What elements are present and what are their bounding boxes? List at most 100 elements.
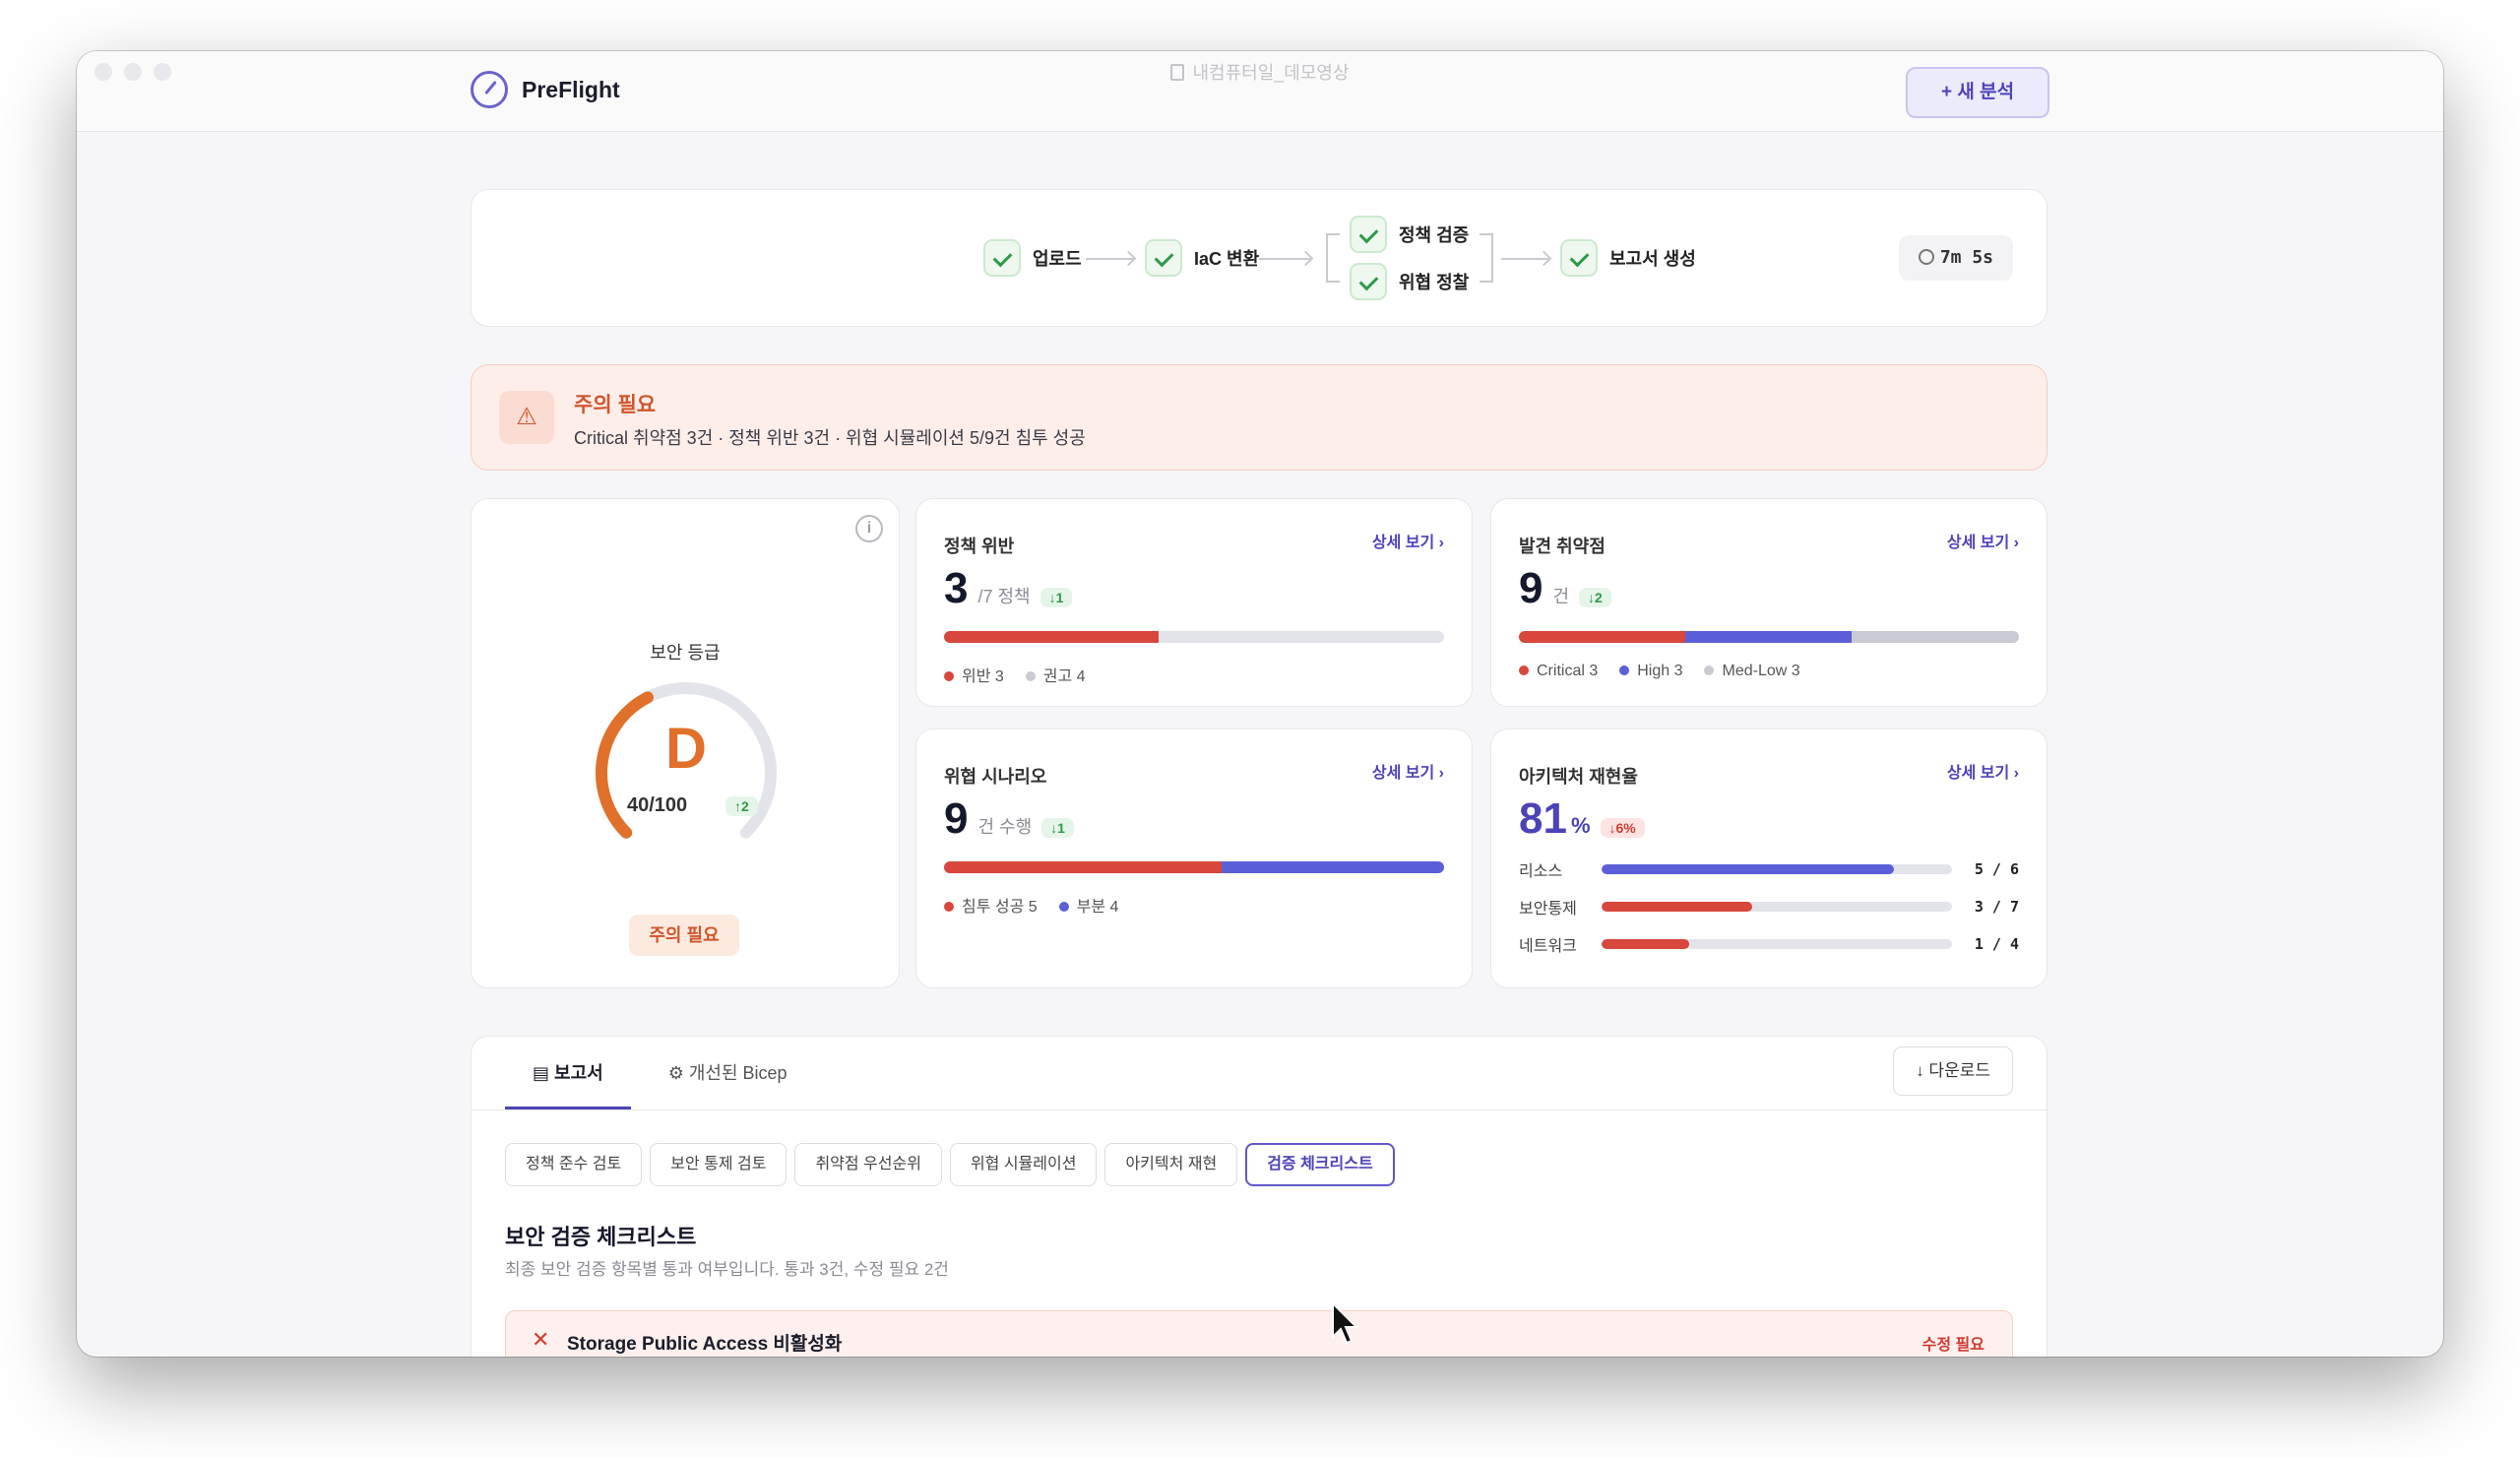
elapsed-timer: 7m 5s: [1898, 235, 2013, 281]
legend-label: 권고 4: [1042, 668, 1086, 685]
card-title: 발견 취약점: [1519, 537, 1606, 556]
legend-label: Med-Low 3: [1722, 663, 1800, 679]
report-panel: ▤ 보고서 ⚙ 개선된 Bicep ↓ 다운로드 정책 준수 검토 보안 통제 …: [471, 1036, 2048, 1357]
step-label: 정책 검증: [1399, 225, 1470, 245]
bar-segment-medlow: [1852, 631, 2019, 643]
window-controls: [94, 63, 171, 81]
title-bar: 내컴퓨터일_데모영상 PreFlight + 새 분석: [77, 51, 2443, 132]
subtab-policy-compliance[interactable]: 정책 준수 검토: [505, 1143, 643, 1186]
subtab-architecture[interactable]: 아키텍처 재현: [1104, 1143, 1238, 1186]
grade-status-badge: 주의 필요: [629, 915, 739, 956]
architecture-card: 아키텍처 재현율 상세 보기 › 81 % ↓6% 리소스 5 / 6 보안통제…: [1490, 728, 2048, 988]
metric-unit: 건 수행: [977, 817, 1033, 837]
warning-icon: ⚠: [499, 391, 554, 444]
document-icon: [1170, 64, 1185, 81]
row-label: 보안통제: [1519, 901, 1577, 918]
tab-report[interactable]: ▤ 보고서: [505, 1037, 631, 1109]
bar-segment-partial: [1222, 861, 1444, 873]
check-icon: [1560, 239, 1598, 277]
info-icon[interactable]: i: [855, 515, 883, 542]
new-analysis-button[interactable]: + 새 분석: [1906, 67, 2049, 118]
pipeline-step-upload: 업로드: [983, 239, 1082, 277]
row-bar: [1602, 939, 1952, 949]
grade-letter: D: [665, 717, 707, 781]
legend: Critical 3 High 3 Med-Low 3: [1519, 663, 1800, 680]
attention-alert: ⚠ 주의 필요 Critical 취약점 3건 · 정책 위반 3건 · 위협 …: [471, 364, 2048, 471]
metric-unit: %: [1570, 813, 1591, 838]
step-label: 업로드: [1033, 249, 1082, 269]
mouse-cursor-icon: [1332, 1301, 1359, 1345]
tab-improved-bicep[interactable]: ⚙ 개선된 Bicep: [667, 1063, 788, 1083]
subtab-checklist[interactable]: 검증 체크리스트: [1245, 1143, 1395, 1186]
pipeline-step-iac: IaC 변환: [1145, 239, 1259, 277]
step-label: IaC 변환: [1194, 249, 1260, 269]
security-grade-card: i 보안 등급 D 40/100 ↑2 주의 필요: [471, 498, 900, 988]
legend-label: High 3: [1637, 663, 1683, 679]
bar-segment-advisory: [1158, 631, 1444, 643]
minimize-window-button[interactable]: [124, 63, 142, 81]
gauge-svg: [596, 682, 777, 839]
row-label: 네트워크: [1519, 938, 1577, 955]
tab-divider: [472, 1109, 2047, 1110]
window-title-text: 내컴퓨터일_데모영상: [1192, 63, 1350, 83]
tab-label: 보고서: [554, 1063, 603, 1083]
gauge-fill: [596, 691, 654, 839]
pipeline-card: 업로드 IaC 변환 정책 검증 위협 정찰 보고서 생성 7m 5s: [471, 189, 2048, 327]
tab-label: 개선된 Bicep: [688, 1063, 788, 1083]
detail-link[interactable]: 상세 보기 ›: [1371, 765, 1444, 782]
subtab-security-control[interactable]: 보안 통제 검토: [650, 1143, 788, 1186]
grade-gauge: D 40/100 ↑2: [586, 678, 787, 855]
report-tabs: ▤ 보고서 ⚙ 개선된 Bicep: [505, 1037, 815, 1109]
checklist-item-status: 수정 필요: [1922, 1337, 1984, 1354]
detail-link[interactable]: 상세 보기 ›: [1371, 535, 1444, 551]
download-button[interactable]: ↓ 다운로드: [1893, 1046, 2013, 1096]
brand[interactable]: PreFlight: [471, 71, 620, 108]
detail-link[interactable]: 상세 보기 ›: [1946, 535, 2019, 551]
alert-text: Critical 취약점 3건 · 정책 위반 3건 · 위협 시뮬레이션 5/…: [574, 428, 1086, 448]
pipeline-step-threat: 위협 정찰: [1350, 263, 1469, 300]
report-subtabs: 정책 준수 검토 보안 통제 검토 취약점 우선순위 위협 시뮬레이션 아키텍처…: [505, 1143, 1395, 1186]
delta-badge: ↓6%: [1600, 818, 1645, 838]
delta-badge: ↓1: [1040, 588, 1073, 607]
compass-logo-icon: [471, 71, 508, 108]
legend-item: Critical 3: [1519, 663, 1598, 680]
bar-segment-success: [944, 861, 1223, 873]
bar-segment-violation: [944, 631, 1159, 643]
legend-item: Med-Low 3: [1704, 663, 1800, 680]
vulnerability-card: 발견 취약점 상세 보기 › 9 건 ↓2 Critical 3 High 3 …: [1490, 498, 2048, 707]
card-title: 정책 위반: [944, 537, 1015, 556]
subtab-vuln-priority[interactable]: 취약점 우선순위: [794, 1143, 942, 1186]
section-description: 최종 보안 검증 항목별 통과 여부입니다. 통과 3건, 수정 필요 2건: [505, 1260, 949, 1279]
grade-label: 보안 등급: [650, 643, 721, 663]
close-window-button[interactable]: [94, 63, 112, 81]
step-label: 위협 정찰: [1399, 273, 1470, 292]
metric-number: 9: [1519, 564, 1544, 612]
check-icon: [1145, 239, 1182, 277]
maximize-window-button[interactable]: [154, 63, 171, 81]
grade-score: 40/100: [627, 794, 688, 816]
policy-violation-card: 정책 위반 상세 보기 › 3 /7 정책 ↓1 위반 3 권고 4: [915, 498, 1473, 707]
elapsed-text: 7m 5s: [1939, 247, 1993, 268]
row-count: 5 / 6: [1974, 860, 2019, 878]
metric-number: 3: [944, 564, 969, 612]
clock-icon: [1918, 249, 1934, 265]
metric-number: 81: [1519, 794, 1567, 843]
section-title: 보안 검증 체크리스트: [505, 1225, 697, 1249]
arch-row-network: 네트워크 1 / 4: [1519, 932, 2019, 956]
metric-value: 3 /7 정책 ↓1: [944, 564, 1073, 613]
alert-title: 주의 필요: [574, 394, 657, 416]
arrow-icon: [1086, 258, 1133, 260]
checklist-item[interactable]: ✕ Storage Public Access 비활성화 수정 필요: [505, 1310, 2013, 1357]
check-icon: [983, 239, 1021, 277]
legend-label: 위반 3: [962, 668, 1004, 685]
pipeline-step-report: 보고서 생성: [1560, 239, 1696, 277]
detail-link[interactable]: 상세 보기 ›: [1946, 765, 2019, 782]
arrow-icon: [1259, 258, 1310, 260]
arrow-icon: [1501, 258, 1548, 260]
subtab-threat-sim[interactable]: 위협 시뮬레이션: [949, 1143, 1098, 1186]
step-label: 보고서 생성: [1609, 249, 1696, 269]
row-bar: [1602, 864, 1952, 874]
legend-label: Critical 3: [1537, 663, 1599, 679]
pipeline-step-policy: 정책 검증: [1350, 216, 1469, 253]
bar-segment-critical: [1519, 631, 1686, 643]
